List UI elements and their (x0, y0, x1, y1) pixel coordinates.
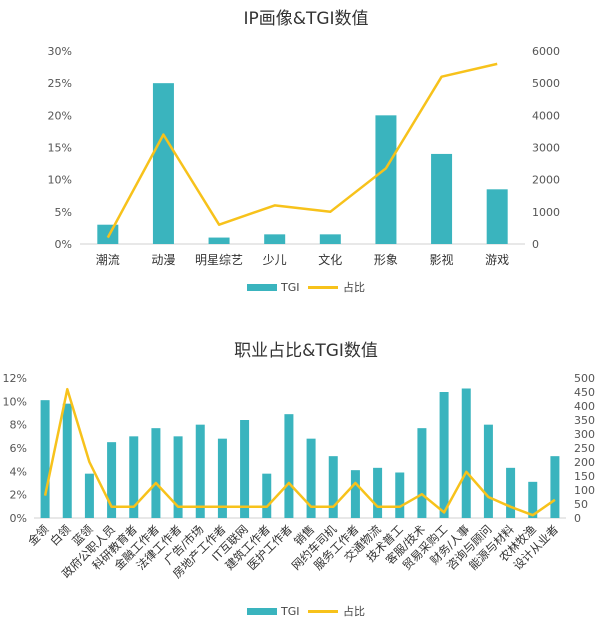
c2-bar (461, 388, 471, 518)
c2-line (43, 387, 556, 517)
ip-chart: IP画像&TGI数值 0% 5% 10% 15% 20% 25% 30% 0 1000 2000… (48, 9, 560, 294)
c1-category-label: 动漫 (151, 253, 175, 267)
occupation-legend-line-label: 占比 (343, 604, 365, 618)
occupation-legend: TGI 占比 (247, 604, 365, 618)
c1-left-tick-label: 5% (55, 206, 72, 219)
ip-line-series (106, 62, 498, 239)
c2-category-label: 金领 (25, 522, 52, 549)
c2-bar (107, 442, 117, 518)
c1-line (106, 62, 498, 239)
ip-legend: TGI 占比 (247, 280, 365, 294)
c1-bar (264, 234, 286, 244)
c1-bar (431, 153, 453, 244)
c1-left-tick-label: 25% (48, 77, 72, 90)
c2-right-tick-label: 500 (574, 372, 595, 385)
c2-bar (550, 456, 560, 518)
c2-bar (240, 420, 250, 518)
c2-bar (151, 428, 161, 518)
c2-left-tick-label: 6% (10, 442, 27, 455)
c2-bar (373, 467, 383, 518)
c2-right-tick-label: 150 (574, 470, 595, 483)
c1-category-label: 少儿 (263, 253, 287, 267)
c2-right-tick-label: 50 (574, 498, 588, 511)
c1-bar (486, 189, 508, 244)
c1-right-tick-label: 5000 (532, 77, 560, 90)
c1-left-tick-label: 20% (48, 109, 72, 122)
c2-bar (483, 424, 493, 518)
ip-legend-bar-label: TGI (280, 281, 300, 294)
occupation-bars (40, 388, 560, 518)
c1-left-tick-label: 10% (48, 174, 72, 187)
c2-bar (350, 470, 360, 518)
ip-left-axis-ticks: 0% 5% 10% 15% 20% 25% 30% (48, 45, 72, 251)
ip-bars (97, 83, 508, 245)
c2-left-tick-label: 12% (3, 372, 27, 385)
c2-right-tick-label: 200 (574, 456, 595, 469)
ip-chart-title: IP画像&TGI数值 (243, 9, 368, 29)
c2-bar (306, 438, 316, 518)
c2-bar (284, 414, 294, 518)
c2-right-tick-label: 300 (574, 428, 595, 441)
c1-left-tick-label: 30% (48, 45, 72, 58)
c1-bar (97, 224, 119, 244)
occupation-left-axis-ticks: 0% 2% 4% 6% 8% 10% 12% (3, 372, 27, 525)
c2-bar (262, 473, 272, 518)
c1-bar (208, 237, 230, 244)
c2-bar (528, 481, 538, 518)
c2-left-tick-label: 0% (10, 512, 27, 525)
c1-right-tick-label: 3000 (532, 142, 560, 155)
c2-bar (439, 392, 449, 518)
c2-bar (129, 436, 139, 518)
ip-legend-bar-swatch (247, 284, 277, 291)
c1-category-label: 游戏 (485, 253, 509, 267)
c1-bar (375, 115, 397, 244)
c2-bar (417, 428, 427, 518)
c2-right-tick-label: 250 (574, 442, 595, 455)
occupation-legend-bar-swatch (247, 608, 277, 615)
occupation-chart-title: 职业占比&TGI数值 (234, 341, 378, 361)
c1-right-tick-label: 4000 (532, 109, 560, 122)
c2-bar (506, 467, 516, 518)
c1-category-label: 潮流 (96, 252, 120, 267)
occupation-chart: 职业占比&TGI数值 0% 2% 4% 6% 8% 10% 12% 050100150200… (3, 341, 595, 618)
c1-right-tick-label: 2000 (532, 174, 560, 187)
c2-left-tick-label: 2% (10, 489, 27, 502)
ip-legend-line-label: 占比 (343, 280, 365, 294)
c2-right-tick-label: 350 (574, 414, 595, 427)
c2-bar (40, 400, 50, 518)
c2-left-tick-label: 8% (10, 419, 27, 432)
c2-left-tick-label: 4% (10, 465, 27, 478)
c2-bar (62, 403, 72, 518)
c2-bar (217, 438, 227, 518)
c2-bar (395, 472, 405, 518)
c1-category-label: 形象 (374, 253, 398, 267)
c1-left-tick-label: 0% (55, 238, 72, 251)
c2-category-label: 白领 (47, 522, 74, 549)
c1-left-tick-label: 15% (48, 142, 72, 155)
occupation-legend-bar-label: TGI (280, 605, 300, 618)
c2-right-tick-label: 450 (574, 386, 595, 399)
c2-bar (195, 424, 205, 518)
c1-right-tick-label: 1000 (532, 206, 560, 219)
c2-left-tick-label: 10% (3, 395, 27, 408)
c2-bar (173, 436, 183, 518)
c2-right-tick-label: 0 (574, 512, 581, 525)
occupation-line-series (43, 387, 556, 517)
c1-bar (152, 83, 174, 245)
c2-bar (84, 473, 94, 518)
c1-category-label: 影视 (430, 252, 454, 267)
ip-right-axis-ticks: 0 1000 2000 3000 4000 5000 6000 (532, 45, 560, 251)
c1-category-label: 明星综艺 (195, 253, 243, 267)
c2-bar (328, 456, 338, 518)
c1-category-label: 文化 (318, 252, 342, 267)
ip-category-labels: 潮流 动漫 明星综艺 少儿 文化 形象 影视 游戏 (96, 252, 509, 267)
c2-right-tick-label: 100 (574, 484, 595, 497)
c1-right-tick-label: 0 (532, 238, 539, 251)
c1-right-tick-label: 6000 (532, 45, 560, 58)
occupation-category-labels: 金领白领蓝领政府公职人员科研教育者金融工作者法律工作者广告/市场房地产工作者IT… (25, 522, 561, 581)
c2-right-tick-label: 400 (574, 400, 595, 413)
c1-bar (319, 234, 341, 244)
